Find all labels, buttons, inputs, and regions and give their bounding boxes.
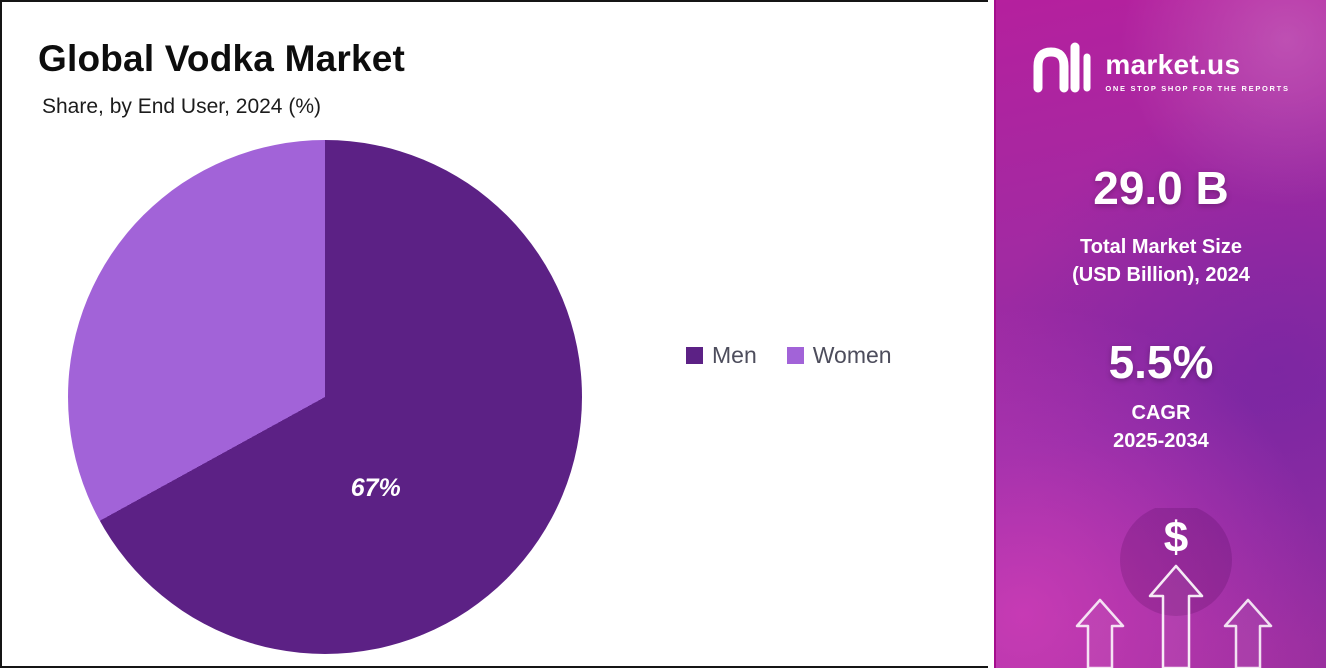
legend-label-men: Men xyxy=(712,342,757,368)
marketus-logo-icon xyxy=(1032,42,1094,99)
coin-circle xyxy=(1120,504,1232,616)
stat-cagr: 5.5% CAGR 2025-2034 xyxy=(1109,289,1214,455)
stat-market-size: 29.0 B Total Market Size (USD Billion), … xyxy=(1072,99,1250,289)
market-size-label: Total Market Size (USD Billion), 2024 xyxy=(1072,233,1250,289)
chart-subtitle: Share, by End User, 2024 (%) xyxy=(42,95,321,118)
dollar-icon: $ xyxy=(1164,513,1188,562)
arrow-up-icon xyxy=(1148,564,1204,668)
brand-text: market.us ONE STOP SHOP FOR THE REPORTS xyxy=(1105,49,1289,93)
cagr-label-line2: 2025-2034 xyxy=(1113,430,1209,452)
brand: market.us ONE STOP SHOP FOR THE REPORTS xyxy=(1032,42,1289,99)
cagr-value: 5.5% xyxy=(1108,336,1214,388)
cagr-label-line1: CAGR xyxy=(1131,402,1191,424)
market-size-label-line2: (USD Billion), 2024 xyxy=(1072,264,1250,286)
arrow-up-icon xyxy=(1075,598,1125,668)
legend-swatch-women xyxy=(786,347,804,364)
legend-swatch-men xyxy=(686,347,703,364)
pie-chart xyxy=(68,140,582,654)
chart-area: Global Vodka Market Share, by End User, … xyxy=(0,0,988,668)
chart-title: Global Vodka Market xyxy=(38,38,406,79)
pie-value-label: 67% xyxy=(350,474,401,503)
market-size-label-line1: Total Market Size xyxy=(1080,236,1242,258)
cagr-label: CAGR 2025-2034 xyxy=(1113,399,1209,455)
legend-item-women: Women xyxy=(786,342,892,369)
arrow-up-icon xyxy=(1223,598,1273,668)
money-growth-graphic: $ xyxy=(996,504,1326,668)
legend-item-men: Men xyxy=(686,342,757,369)
brand-name: market.us xyxy=(1105,48,1241,80)
sidebar-panel: market.us ONE STOP SHOP FOR THE REPORTS … xyxy=(994,0,1326,668)
legend: Men Women xyxy=(686,342,892,369)
brand-tagline: ONE STOP SHOP FOR THE REPORTS xyxy=(1105,83,1290,93)
legend-label-women: Women xyxy=(812,342,892,368)
market-size-value: 29.0 B xyxy=(1093,162,1229,214)
pie-wrap: 67% xyxy=(68,140,582,654)
